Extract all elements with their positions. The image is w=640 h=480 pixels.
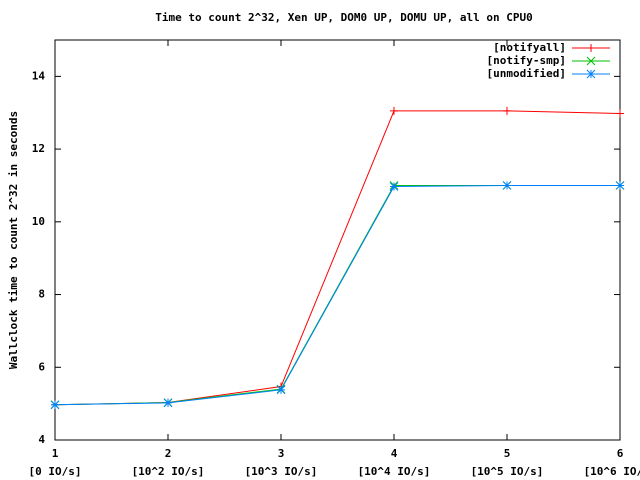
legend-marker xyxy=(586,56,596,66)
point-marker xyxy=(502,181,512,190)
x-tick-label: 4 xyxy=(391,447,398,460)
point-marker xyxy=(389,182,399,191)
point-marker xyxy=(503,106,511,115)
legend-marker xyxy=(586,69,596,79)
legend-label: [notify-smp] xyxy=(487,54,566,67)
y-tick-label: 14 xyxy=(32,69,46,82)
y-tick-label: 8 xyxy=(38,288,45,301)
x-category-label: [10^4 IO/s] xyxy=(358,465,431,478)
point-marker xyxy=(390,106,398,115)
point-marker xyxy=(163,398,173,408)
x-category-label: [0 IO/s] xyxy=(29,465,82,478)
x-tick-label: 3 xyxy=(278,447,285,460)
x-category-label: [10^6 IO/s] xyxy=(584,465,640,478)
legend-label: [unmodified] xyxy=(487,67,566,80)
x-tick-label: 2 xyxy=(165,447,172,460)
legend-label: [notifyall] xyxy=(493,41,566,54)
y-axis-label: Wallclock time to count 2^32 in seconds xyxy=(7,111,20,369)
plot-frame xyxy=(54,39,621,441)
x-tick-label: 6 xyxy=(617,447,624,460)
x-category-label: [10^3 IO/s] xyxy=(245,465,318,478)
point-marker xyxy=(615,181,625,190)
y-tick-label: 10 xyxy=(32,215,45,228)
x-tick-label: 5 xyxy=(504,447,511,460)
x-category-label: [10^2 IO/s] xyxy=(132,465,205,478)
y-tick-label: 12 xyxy=(32,142,45,155)
point-marker xyxy=(50,400,60,410)
legend-marker xyxy=(587,44,595,52)
point-marker xyxy=(276,385,286,395)
x-tick-label: 1 xyxy=(52,447,59,460)
x-category-label: [10^5 IO/s] xyxy=(471,465,544,478)
y-tick-label: 6 xyxy=(38,360,45,373)
y-tick-label: 4 xyxy=(38,433,45,446)
chart-title: Time to count 2^32, Xen UP, DOM0 UP, DOM… xyxy=(155,11,533,24)
point-marker xyxy=(616,109,624,118)
series-line xyxy=(54,184,620,406)
